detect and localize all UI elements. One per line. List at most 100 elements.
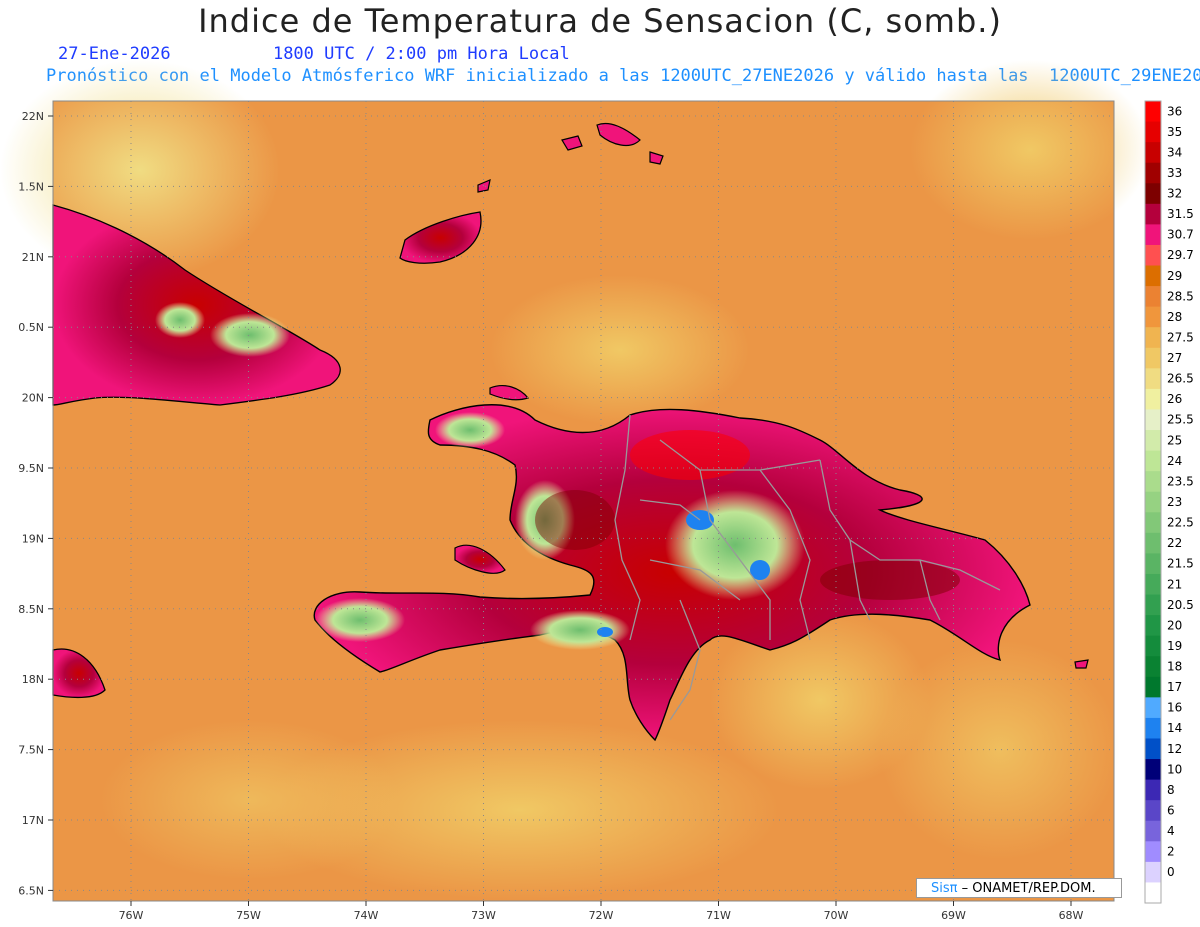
colorbar-swatch [1145,306,1161,328]
hot-core [630,430,750,480]
lon-label: 68W [1059,909,1084,922]
inagua-island [399,211,482,264]
warm-sea-patch [910,60,1150,240]
lon-label: 74W [354,909,379,922]
colorbar-swatch [1145,779,1161,801]
colorbar-swatch [1145,697,1161,719]
colorbar-swatch [1145,368,1161,390]
forecast-time: 27-Ene-2026 1800 UTC / 2:00 pm Hora Loca… [58,44,570,64]
colorbar-label: 31.5 [1167,207,1194,221]
colorbar-label: 30.7 [1167,228,1194,242]
hispaniola-landmass [313,404,1031,742]
turks-islands [649,151,664,165]
colorbar-label: 28 [1167,310,1182,324]
lon-label: 70W [824,909,849,922]
lon-label: 69W [941,909,966,922]
colorbar-label: 4 [1167,824,1175,838]
lon-label: 73W [471,909,496,922]
colorbar-swatch [1145,388,1161,410]
colorbar-label: 20 [1167,618,1182,632]
forecast-date: 27-Ene-2026 [58,44,171,64]
colorbar-label: 0 [1167,865,1175,879]
warm-sea-patch [100,720,400,880]
lat-label: 8.5N [18,603,44,616]
colorbar-swatch [1145,409,1161,431]
lat-label: 20N [22,392,44,405]
cordillera-central-cool [665,490,805,600]
colorbar-swatch [1145,471,1161,493]
sispi-logo: Sisπ [931,881,958,896]
colorbar-swatch [1145,882,1161,904]
cool-terrain [515,480,575,560]
colorbar-swatch [1145,676,1161,698]
colorbar-label: 25.5 [1167,413,1194,427]
lon-label: 76W [119,909,144,922]
cool-terrain [315,598,405,642]
colorbar-label: 26.5 [1167,372,1194,386]
colorbar-swatch [1145,430,1161,452]
colorbar-swatch [1145,244,1161,267]
colorbar-label: 2 [1167,845,1175,859]
colorbar-swatch [1145,635,1161,657]
warm-sea-patch [260,720,780,900]
credit-box: Sisπ – ONAMET/REP.DOM. [916,878,1122,898]
colorbar-label: 14 [1167,721,1182,735]
warm-sea-patch [710,610,930,790]
colorbar-label: 12 [1167,742,1182,756]
caicos-islands [561,135,583,151]
colorbar-label: 21 [1167,577,1182,591]
lon-label: 71W [706,909,731,922]
colorbar-label: 36 [1167,104,1182,118]
colorbar-swatch [1145,861,1161,883]
lat-label: 21N [22,251,44,264]
colorbar-swatch [1145,615,1161,637]
map-title: Indice de Temperatura de Sensacion (C, s… [198,2,1002,40]
colorbar-swatch [1145,656,1161,678]
colorbar-swatch [1145,820,1161,842]
colorbar-label: 20.5 [1167,598,1194,612]
cuba-landmass [52,204,341,406]
colorbar-swatch [1145,738,1161,760]
colorbar-swatch [1145,553,1161,575]
colorbar-label: 26 [1167,392,1182,406]
cool-terrain [210,313,290,357]
cold-peak [750,560,770,580]
lat-label: 22N [22,110,44,123]
lon-label: 72W [589,909,614,922]
colorbar: 363534333231.530.729.72928.52827.52726.5… [1144,100,1194,904]
mona-island [1074,659,1089,669]
lat-label: 1.5N [18,180,44,193]
colorbar-label: 24 [1167,454,1182,468]
forecast-hour: 1800 UTC / 2:00 pm Hora Local [272,44,570,64]
warm-sea-patch [880,640,1120,860]
colorbar-label: 34 [1167,145,1182,159]
colorbar-label: 29 [1167,269,1182,283]
colorbar-swatch [1145,800,1161,822]
credit-text: – ONAMET/REP.DOM. [961,881,1096,896]
colorbar-swatch [1145,121,1161,143]
hot-core [535,490,615,550]
colorbar-swatch [1145,450,1161,472]
hot-core [820,560,960,600]
colorbar-label: 25 [1167,433,1182,447]
colorbar-label: 33 [1167,166,1182,180]
colorbar-swatch [1145,101,1161,123]
colorbar-swatch [1145,203,1161,225]
lat-label: 7.5N [18,744,44,757]
colorbar-swatch [1145,183,1161,205]
graticule [53,101,1114,901]
colorbar-label: 23 [1167,495,1182,509]
colorbar-swatch [1145,286,1161,308]
colorbar-label: 21.5 [1167,557,1194,571]
lat-label: 9.5N [18,462,44,475]
colorbar-label: 17 [1167,680,1182,694]
colorbar-label: 27.5 [1167,330,1194,344]
cool-terrain [435,412,505,448]
colorbar-swatch [1145,327,1161,349]
colorbar-label: 22.5 [1167,516,1194,530]
colorbar-swatch [1145,717,1161,739]
colorbar-label: 18 [1167,660,1182,674]
province-borders [614,414,1001,721]
colorbar-label: 23.5 [1167,474,1194,488]
